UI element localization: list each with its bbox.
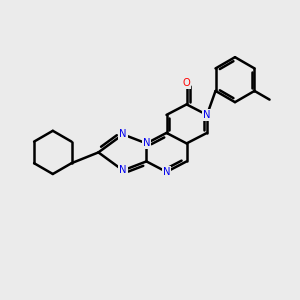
Text: N: N xyxy=(203,110,211,120)
Text: O: O xyxy=(183,78,190,88)
Text: N: N xyxy=(119,129,127,140)
Text: N: N xyxy=(143,138,150,148)
Text: N: N xyxy=(119,165,127,176)
Text: N: N xyxy=(163,167,170,177)
